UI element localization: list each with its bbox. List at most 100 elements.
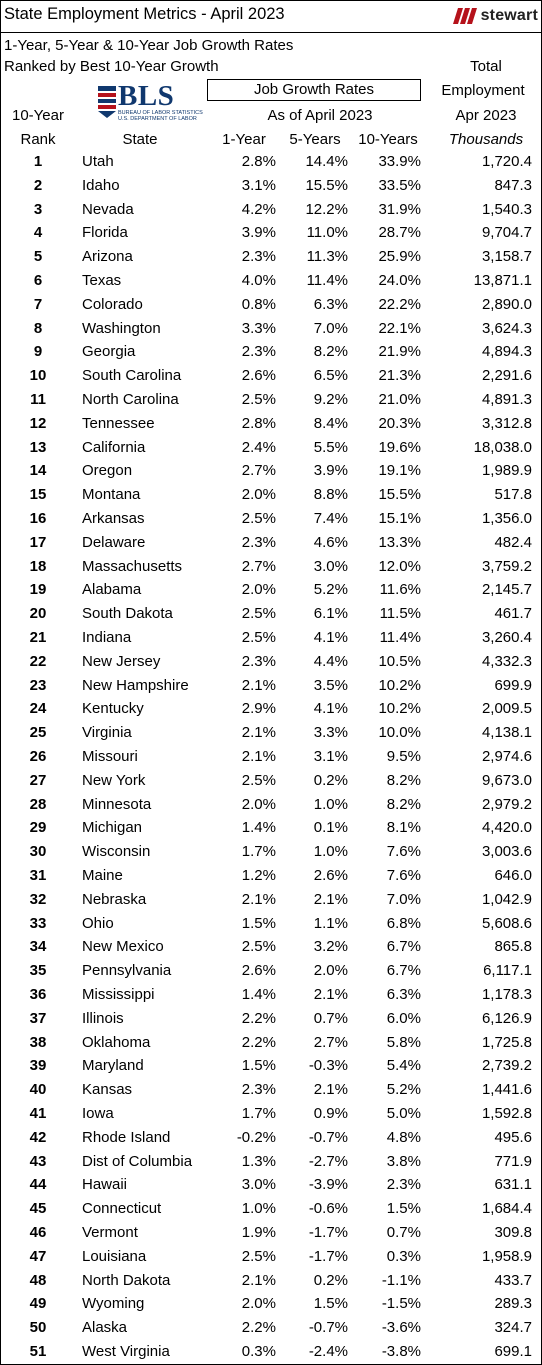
five-year-cell: 7.0%: [313, 319, 348, 337]
rank-cell: 48: [29, 1271, 47, 1289]
one-year-cell: 2.1%: [241, 724, 276, 742]
five-year-cell: 15.5%: [305, 176, 348, 194]
one-year-cell: 2.4%: [241, 438, 276, 456]
employment-cell: 482.4: [494, 533, 532, 551]
five-year-cell: 2.1%: [313, 890, 348, 908]
employment-cell: 847.3: [494, 176, 532, 194]
table-row: 42 Rhode Island -0.2% -0.7% 4.8% 495.6: [0, 1126, 542, 1150]
ten-year-cell: 11.5%: [379, 605, 421, 623]
employment-cell: 2,739.2: [481, 1057, 532, 1075]
table-row: 8 Washington 3.3% 7.0% 22.1% 3,624.3: [0, 317, 542, 341]
employment-cell: 1,958.9: [481, 1247, 532, 1265]
employment-cell: 18,038.0: [473, 438, 532, 456]
bls-subtext: BUREAU OF LABOR STATISTICS U.S. DEPARTME…: [118, 110, 203, 122]
state-cell: Maryland: [82, 1057, 144, 1075]
table-row: 15 Montana 2.0% 8.8% 15.5% 517.8: [0, 483, 542, 507]
table-row: 30 Wisconsin 1.7% 1.0% 7.6% 3,003.6: [0, 840, 542, 864]
rank-cell: 30: [29, 843, 47, 861]
table-row: 37 Illinois 2.2% 0.7% 6.0% 6,126.9: [0, 1007, 542, 1031]
state-cell: Minnesota: [82, 795, 152, 813]
employment-cell: 3,158.7: [481, 248, 532, 266]
employment-cell: 13,871.1: [473, 272, 532, 289]
rank-cell: 7: [33, 295, 43, 313]
rank-cell: 24: [29, 700, 47, 718]
table-row: 33 Ohio 1.5% 1.1% 6.8% 5,608.6: [0, 912, 542, 936]
five-year-cell: 2.0%: [313, 962, 348, 980]
ten-year-cell: 5.0%: [386, 1105, 421, 1122]
ten-year-cell: 24.0%: [378, 272, 421, 289]
ten-year-cell: 7.6%: [386, 843, 421, 861]
table-row: 27 New York 2.5% 0.2% 8.2% 9,673.0: [0, 769, 542, 793]
one-year-cell: 2.6%: [241, 962, 276, 980]
state-cell: Arkansas: [82, 510, 145, 527]
table-row: 7 Colorado 0.8% 6.3% 22.2% 2,890.0: [0, 293, 542, 317]
one-year-cell: 2.7%: [241, 462, 276, 480]
rank-cell: 40: [29, 1081, 47, 1099]
rank-cell: 50: [29, 1319, 47, 1337]
table-row: 21 Indiana 2.5% 4.1% 11.4% 3,260.4: [0, 626, 542, 650]
one-year-cell: 0.3%: [241, 1343, 276, 1360]
subtitle-line-1: 1-Year, 5-Year & 10-Year Job Growth Rate…: [4, 37, 294, 54]
employment-cell: 9,704.7: [481, 224, 532, 242]
employment-cell: 495.6: [494, 1128, 532, 1146]
state-cell: North Carolina: [82, 391, 179, 408]
employment-cell: 4,332.3: [481, 652, 532, 670]
rank-cell: 1: [33, 153, 43, 170]
state-cell: Texas: [82, 272, 122, 289]
title-bar: State Employment Metrics - April 2023 st…: [0, 0, 542, 33]
five-year-cell: 1.1%: [313, 914, 348, 932]
state-cell: Montana: [82, 486, 141, 504]
rank-cell: 8: [33, 319, 43, 337]
five-year-cell: 12.2%: [305, 200, 348, 218]
one-year-cell: 2.5%: [241, 938, 276, 956]
state-cell: Tennessee: [82, 414, 155, 432]
table-row: 13 California 2.4% 5.5% 19.6% 18,038.0: [0, 436, 542, 460]
five-year-cell: 5.5%: [313, 438, 348, 456]
five-year-cell: 0.9%: [313, 1105, 348, 1122]
ten-year-cell: 8.1%: [386, 819, 421, 837]
ten-year-cell: 33.9%: [378, 153, 421, 170]
table-row: 44 Hawaii 3.0% -3.9% 2.3% 631.1: [0, 1173, 542, 1197]
table-row: 28 Minnesota 2.0% 1.0% 8.2% 2,979.2: [0, 793, 542, 817]
state-cell: Oregon: [82, 462, 133, 480]
rank-cell: 27: [29, 771, 47, 789]
table-row: 32 Nebraska 2.1% 2.1% 7.0% 1,042.9: [0, 888, 542, 912]
table-row: 49 Wyoming 2.0% 1.5% -1.5% 289.3: [0, 1292, 542, 1316]
one-year-cell: 2.1%: [241, 748, 276, 765]
rank-cell: 17: [29, 533, 47, 551]
five-year-cell: 1.5%: [313, 1295, 348, 1313]
rank-cell: 39: [29, 1057, 47, 1075]
state-cell: Kansas: [82, 1081, 133, 1099]
ten-year-cell: 2.3%: [386, 1176, 421, 1194]
ten-year-cell: -3.8%: [381, 1343, 421, 1360]
table-row: 9 Georgia 2.3% 8.2% 21.9% 4,894.3: [0, 340, 542, 364]
table-row: 46 Vermont 1.9% -1.7% 0.7% 309.8: [0, 1221, 542, 1245]
rank-header: Rank: [20, 131, 56, 148]
state-cell: Vermont: [82, 1224, 138, 1241]
five-year-cell: 3.3%: [313, 724, 348, 742]
table-row: 45 Connecticut 1.0% -0.6% 1.5% 1,684.4: [0, 1197, 542, 1221]
employment-cell: 2,890.0: [481, 295, 532, 313]
ten-year-cell: 6.3%: [386, 986, 421, 1003]
apr-label: Apr 2023: [455, 107, 517, 124]
ten-year-cell: 21.9%: [378, 343, 421, 361]
five-year-cell: -0.7%: [308, 1128, 348, 1146]
table-row: 5 Arizona 2.3% 11.3% 25.9% 3,158.7: [0, 245, 542, 269]
table-row: 48 North Dakota 2.1% 0.2% -1.1% 433.7: [0, 1269, 542, 1293]
rank-cell: 19: [29, 581, 47, 599]
ten-year-cell: 21.0%: [378, 391, 421, 408]
state-cell: Nebraska: [82, 890, 147, 908]
rank-cell: 41: [29, 1105, 47, 1122]
rank-cell: 10: [29, 367, 47, 385]
ten-year-cell: 19.1%: [378, 462, 421, 480]
five-year-cell: 0.2%: [313, 771, 348, 789]
ten-year-cell: 15.5%: [378, 486, 421, 504]
state-cell: New Jersey: [82, 652, 161, 670]
rank-cell: 11: [30, 391, 46, 408]
ten-year-cell: 8.2%: [386, 771, 421, 789]
five-year-cell: 11.0%: [306, 224, 348, 242]
five-year-cell: -0.3%: [308, 1057, 348, 1075]
one-year-cell: 1.5%: [241, 1057, 276, 1075]
table-row: 26 Missouri 2.1% 3.1% 9.5% 2,974.6: [0, 745, 542, 769]
employment-cell: 4,420.0: [481, 819, 532, 837]
